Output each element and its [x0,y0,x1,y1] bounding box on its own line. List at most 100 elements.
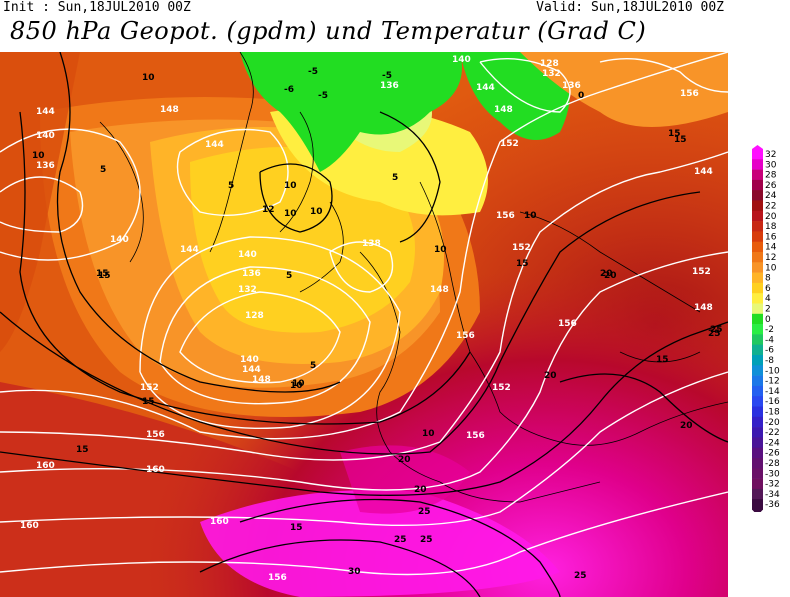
legend-swatch [752,252,763,263]
gp-label: 132 [238,285,257,295]
legend-swatch [752,406,763,418]
legend-label: -26 [765,449,780,459]
gp-label: 148 [160,105,179,115]
legend-label: -28 [765,459,780,469]
legend-label: 14 [765,243,777,253]
temp-label: 15 [96,269,109,279]
temperature-field [0,52,728,597]
gp-label: 140 [238,250,257,260]
legend-label: -4 [765,335,774,345]
legend-label: 8 [765,274,771,284]
gp-label: 156 [496,211,515,221]
temp-label: 25 [574,571,587,581]
gp-label: 160 [20,521,39,531]
legend-labels: 32302826242220181614121086420-2-4-6-8-10… [765,150,780,510]
temp-label: 12 [262,205,275,215]
temp-label: -5 [308,67,318,77]
gp-label: 148 [494,105,513,115]
gp-label: 128 [245,311,264,321]
geopotential-labels: 144 140 136 148 144 140 128 132 136 140 … [20,55,713,583]
gp-label: 136 [242,269,261,279]
legend-label: 24 [765,191,777,201]
legend-swatch [752,200,763,212]
temp-label: 15 [142,397,155,407]
legend-swatch [752,355,763,366]
legend-label: 26 [765,181,777,191]
temp-label: 5 [228,181,234,191]
legend-label: -30 [765,469,780,479]
legend-label: -14 [765,387,780,397]
legend-label: -18 [765,408,780,418]
gp-label: 156 [466,431,485,441]
temp-label: 25 [708,329,721,339]
legend-swatch [752,231,763,242]
temp-label: 15 [656,355,669,365]
legend-swatch [752,169,763,181]
gp-label: 140 [452,55,471,65]
legend-label: 18 [765,222,777,232]
temp-label: 10 [284,181,297,191]
gp-label: 160 [210,517,229,527]
legend-swatch [752,313,763,325]
gp-label: 156 [146,430,165,440]
valid-time: Valid: Sun,18JUL2010 00Z [536,0,724,15]
gp-label: 138 [362,239,381,249]
legend-swatch [752,427,763,438]
temp-label: 15 [516,259,529,269]
gp-label: 152 [492,383,511,393]
color-legend: 32302826242220181614121086420-2-4-6-8-10… [752,145,780,512]
legend-swatch [752,221,763,232]
legend-label: -2 [765,325,774,335]
legend-label: 6 [765,284,771,294]
gp-label: 144 [476,83,495,93]
legend-swatch [752,303,763,315]
legend-label: -22 [765,428,780,438]
temperature-labels: 10 10 5 5 -5 -5 -6 -5 0 5 10 12 5 10 15 … [32,67,723,581]
legend-swatch [752,385,763,397]
gp-label: 148 [694,303,713,313]
legend-label: -6 [765,346,774,356]
temp-label: 5 [286,271,292,281]
temp-label: 20 [604,271,617,281]
legend-bottom-arrow [752,509,763,512]
gp-label: 160 [36,461,55,471]
gp-label: 156 [680,89,699,99]
legend-bars [752,145,763,512]
gp-label: 152 [512,243,531,253]
gp-label: 144 [242,365,261,375]
gp-label: 144 [694,167,713,177]
legend-label: -34 [765,490,780,500]
temperature-isolines [0,52,728,597]
init-time: Init : Sun,18JUL2010 00Z [3,0,191,15]
legend-label: -36 [765,500,780,510]
legend-top-arrow [752,145,763,149]
legend-label: -10 [765,366,780,376]
legend-label: 12 [765,253,776,263]
temp-label: 10 [422,429,435,439]
legend-swatch [752,447,763,459]
gp-label: 152 [692,267,711,277]
gp-label: 156 [456,331,475,341]
gp-label: 144 [205,140,224,150]
legend-label: -8 [765,356,774,366]
legend-swatch [752,272,763,284]
legend-label: 32 [765,150,776,160]
legend-swatch [752,262,763,273]
gp-label: 132 [542,69,561,79]
legend-label: -12 [765,377,780,387]
temp-label: 10 [284,209,297,219]
temp-label: 10 [524,211,537,221]
legend-swatch [752,159,763,170]
legend-swatch [752,179,763,191]
legend-label: -16 [765,397,780,407]
temp-label: 25 [420,535,433,545]
gp-label: 140 [36,131,55,141]
legend-swatch [752,396,763,407]
gp-label: 140 [110,235,129,245]
legend-swatch [752,365,763,376]
legend-label: 0 [765,315,771,325]
legend-swatch [752,324,763,335]
legend-label: 30 [765,160,777,170]
legend-swatch [752,488,763,500]
gp-label: 136 [562,81,581,91]
